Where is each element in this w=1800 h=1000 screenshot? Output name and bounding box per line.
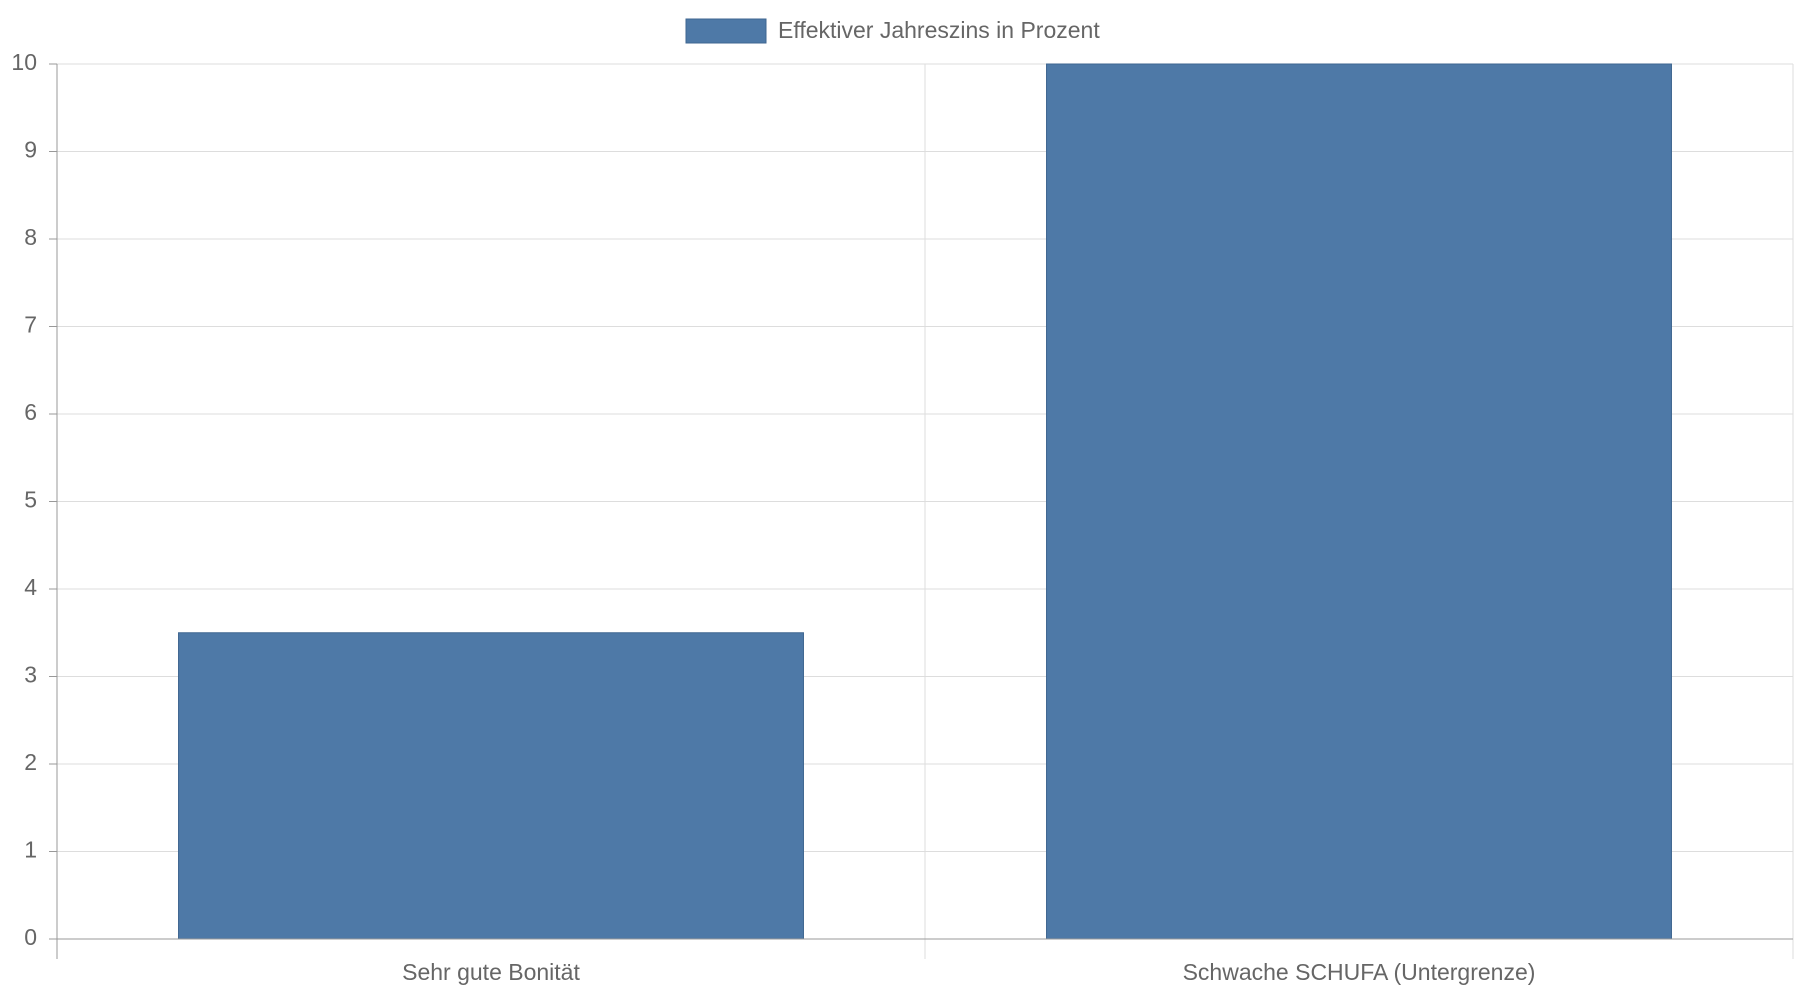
y-tick-label: 5 — [24, 487, 37, 513]
y-tick-label: 7 — [24, 312, 37, 338]
legend-label: Effektiver Jahreszins in Prozent — [778, 17, 1100, 43]
bar — [1046, 63, 1672, 940]
y-tick-label: 10 — [11, 49, 37, 75]
y-tick-label: 0 — [24, 924, 37, 950]
x-tick-label: Sehr gute Bonität — [402, 959, 580, 985]
y-tick-label: 4 — [24, 574, 37, 600]
y-tick-label: 9 — [24, 137, 37, 163]
y-tick-label: 3 — [24, 662, 37, 688]
y-tick-label: 2 — [24, 749, 37, 775]
bar — [178, 632, 804, 940]
y-tick-label: 1 — [24, 837, 37, 863]
y-tick-label: 8 — [24, 224, 37, 250]
x-tick-label: Schwache SCHUFA (Untergrenze) — [1183, 959, 1536, 985]
y-tick-label: 6 — [24, 399, 37, 425]
legend-swatch — [685, 18, 767, 44]
